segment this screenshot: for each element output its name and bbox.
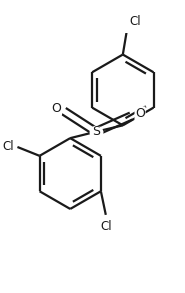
- Text: Cl: Cl: [2, 140, 14, 154]
- Text: O: O: [51, 102, 61, 115]
- Text: S: S: [92, 125, 100, 138]
- Text: O: O: [135, 107, 145, 120]
- Text: Cl: Cl: [100, 220, 112, 233]
- Text: Cl: Cl: [129, 16, 141, 28]
